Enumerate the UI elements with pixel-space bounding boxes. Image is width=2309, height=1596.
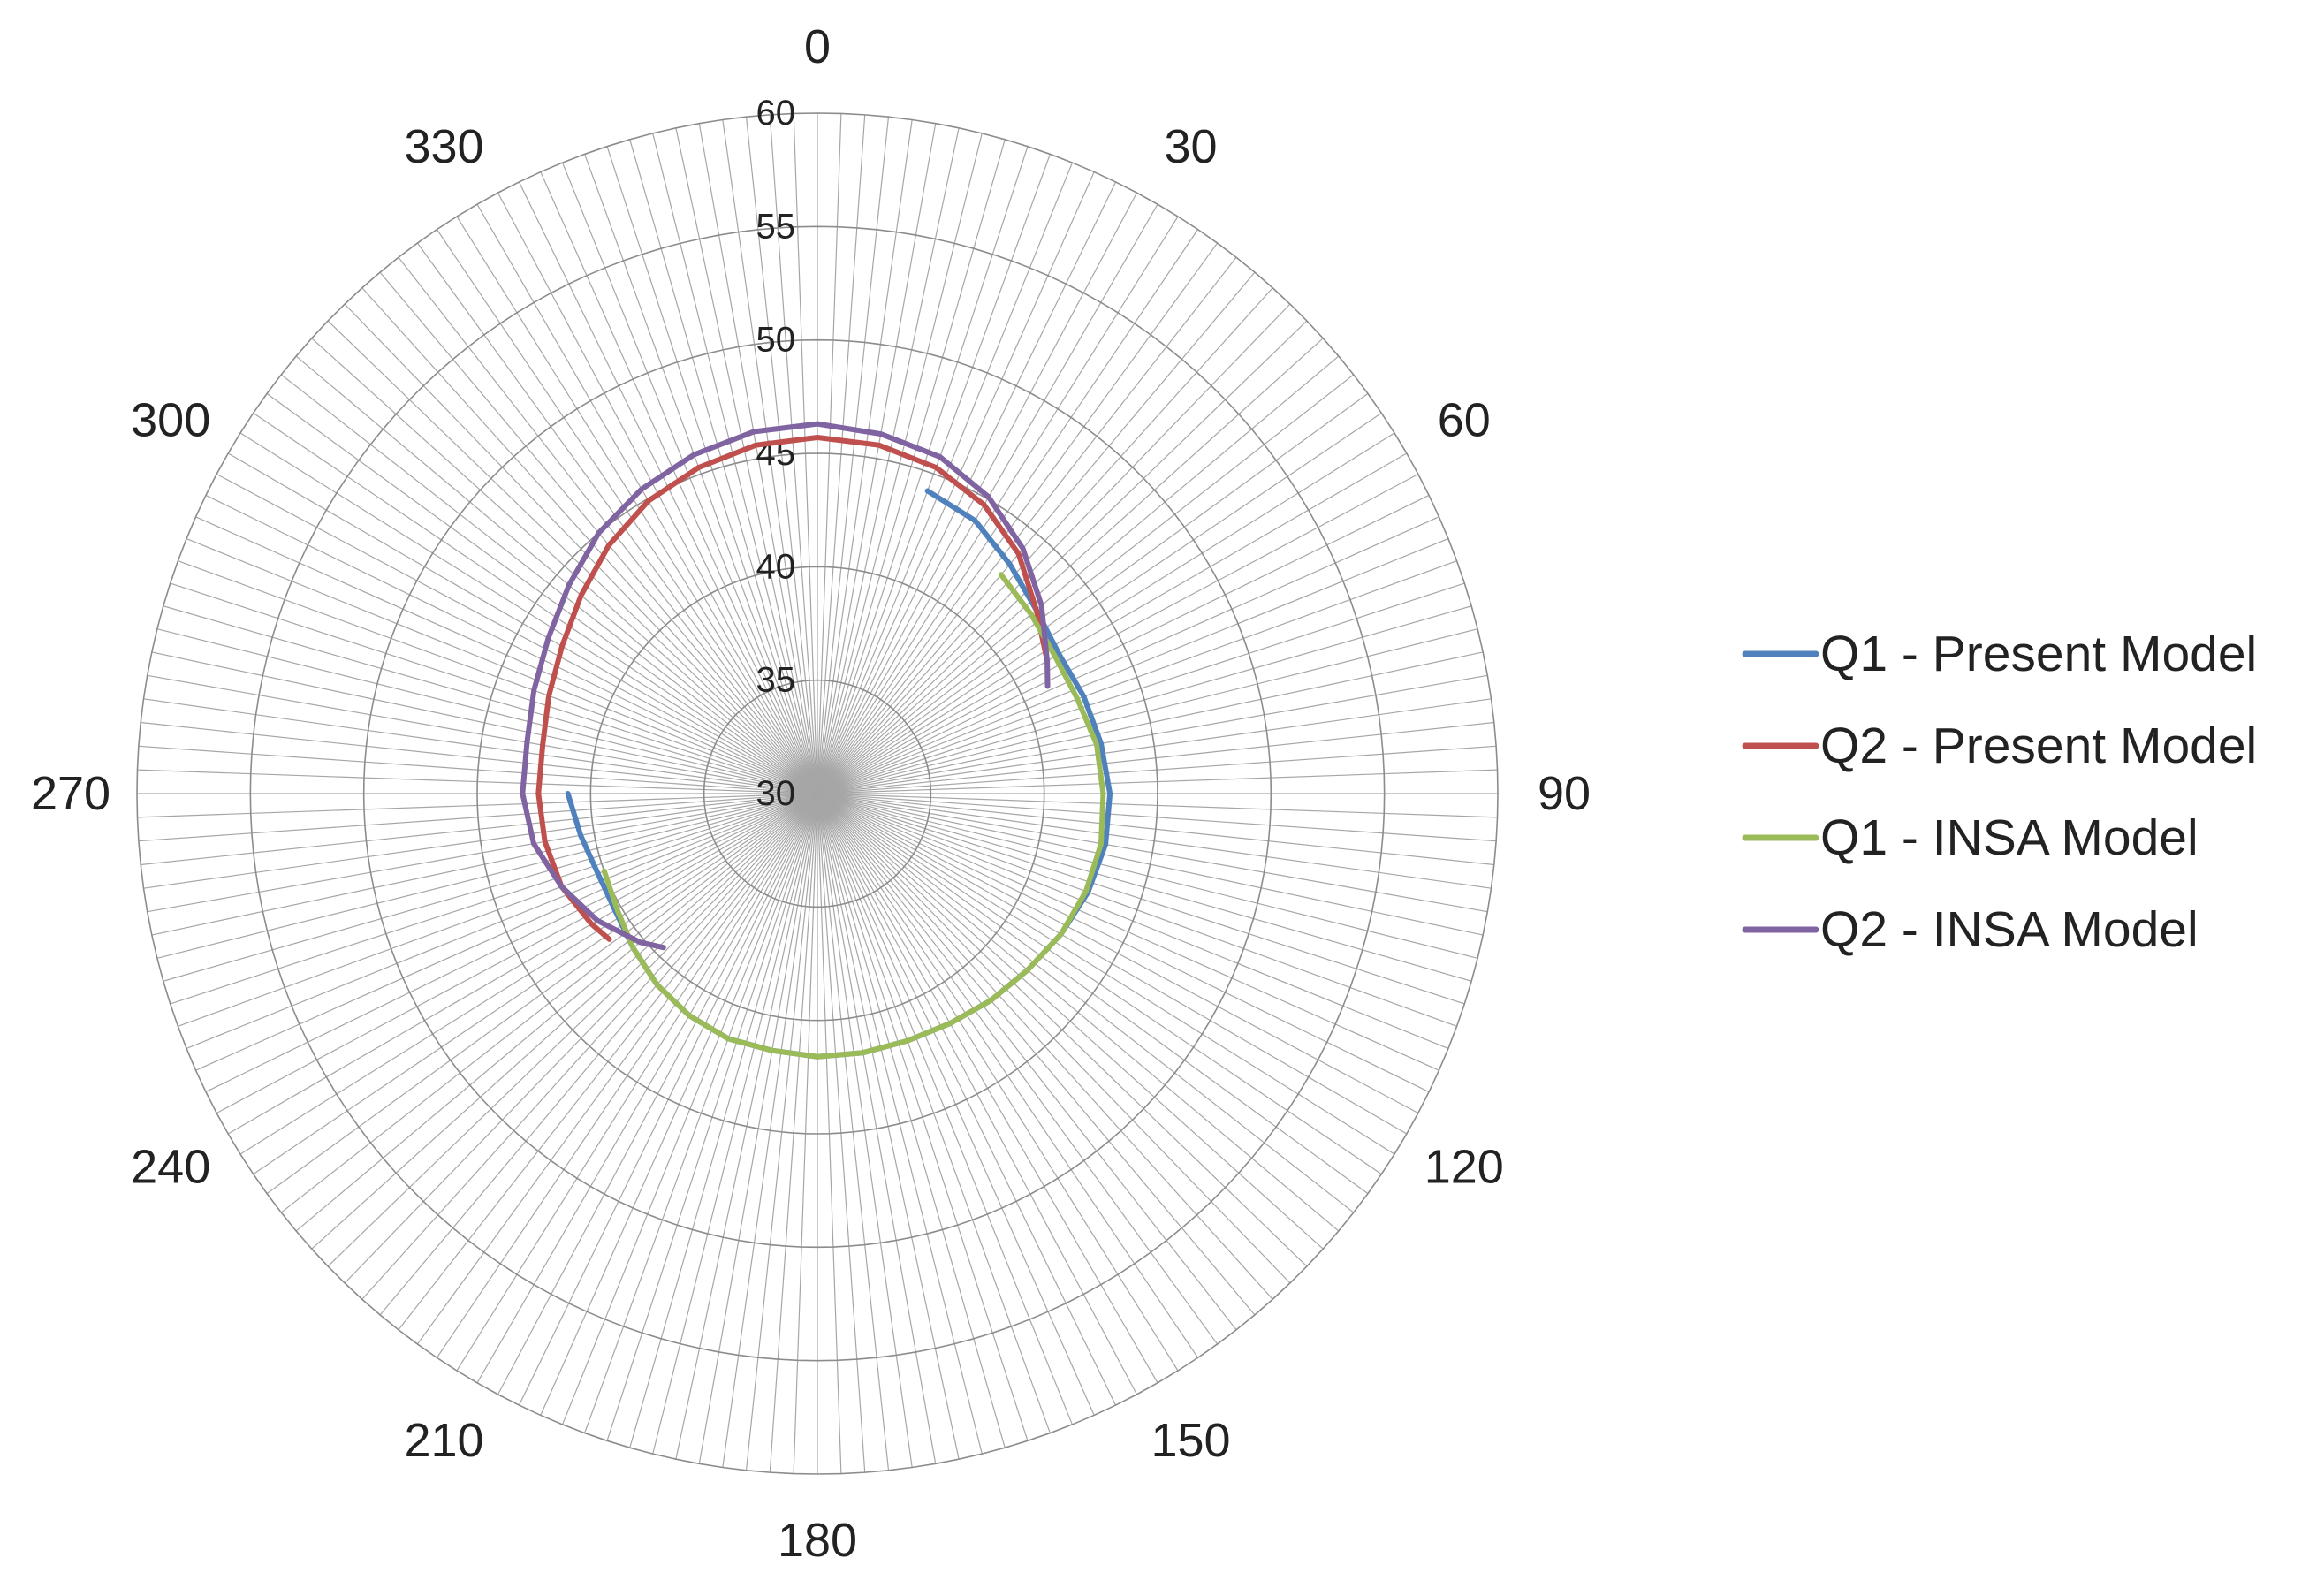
grid-ring (589, 566, 1045, 1022)
grid-ring (703, 679, 932, 908)
angle-label: 210 (404, 1414, 483, 1467)
angle-label: 150 (1151, 1414, 1230, 1467)
angle-label: 180 (778, 1514, 857, 1567)
grid-ring (249, 225, 1386, 1362)
angle-label: 270 (31, 767, 110, 820)
legend-label: Q1 - Present Model (1820, 626, 2257, 682)
legend-label: Q2 - INSA Model (1820, 901, 2199, 958)
radial-tick-label: 55 (756, 207, 796, 246)
angle-label: 300 (131, 394, 210, 447)
radial-tick-label: 50 (756, 321, 796, 360)
polar-grid (136, 112, 1499, 1475)
angle-label: 60 (1438, 394, 1491, 447)
grid-ring (476, 452, 1158, 1135)
radial-tick-label: 30 (756, 774, 796, 813)
angle-label: 0 (804, 20, 831, 73)
legend-label: Q1 - INSA Model (1820, 809, 2199, 866)
grid-ring (362, 338, 1272, 1249)
series-line (601, 572, 1106, 1060)
angle-label: 30 (1164, 120, 1217, 173)
angle-label: 240 (131, 1141, 210, 1194)
angle-labels: 0 30 60 90 120 150 180 210 240 270 300 330 (31, 20, 1591, 1567)
grid-ring (136, 112, 1499, 1475)
series-lines (520, 421, 1113, 1060)
radial-tick-label: 60 (756, 94, 796, 133)
radial-tick-label: 40 (756, 547, 796, 586)
angle-label: 120 (1424, 1141, 1504, 1194)
series-line (535, 435, 1051, 942)
angle-label: 330 (404, 120, 483, 173)
angle-label: 90 (1538, 767, 1591, 820)
radial-tick-label: 35 (756, 661, 796, 700)
legend: Q1 - Present Model Q2 - Present Model Q1 -… (1742, 626, 2257, 958)
legend-label: Q2 - Present Model (1820, 718, 2257, 774)
series-line (520, 421, 1051, 951)
